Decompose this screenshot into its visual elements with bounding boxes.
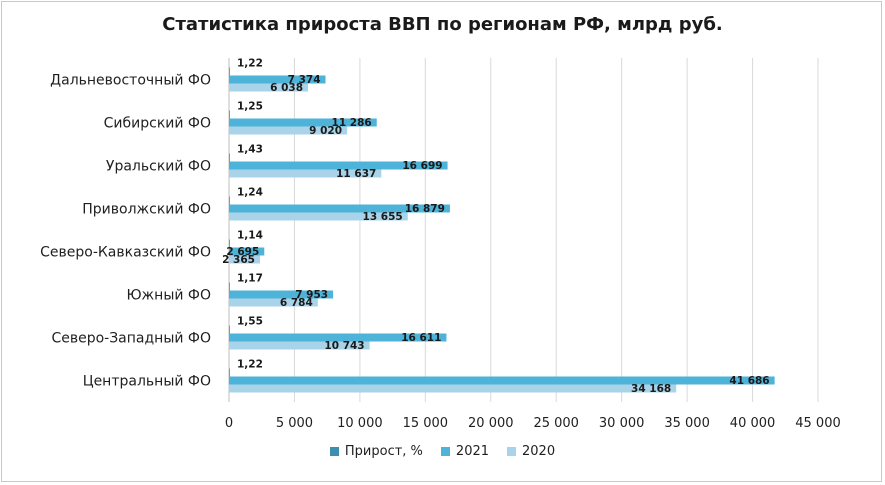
bar xyxy=(229,384,677,393)
data-label: 9 020 xyxy=(309,125,342,137)
x-tick-label: 45 000 xyxy=(795,416,841,431)
data-label: 7 374 xyxy=(288,74,321,86)
bar xyxy=(229,212,408,221)
x-tick-label: 10 000 xyxy=(337,416,383,431)
data-label: 11 637 xyxy=(336,168,376,180)
legend-item: Прирост, % xyxy=(329,444,423,459)
bar xyxy=(229,118,377,127)
bar xyxy=(229,368,230,377)
bar xyxy=(229,67,230,76)
bar xyxy=(229,325,230,334)
category-label: Приволжский ФО xyxy=(82,202,211,218)
data-label: 16 699 xyxy=(402,160,442,172)
data-label: 6 038 xyxy=(270,82,303,94)
data-label: 2 365 xyxy=(222,254,255,266)
bar xyxy=(229,75,326,84)
bar-chart: Дальневосточный ФО Сибирский ФО Уральский … xyxy=(40,58,841,432)
bar xyxy=(229,110,230,119)
bar xyxy=(229,239,230,248)
x-tick-label: 40 000 xyxy=(730,416,776,431)
legend: Прирост, % 2021 2020 xyxy=(0,444,885,459)
category-label: Северо-Кавказский ФО xyxy=(40,245,211,261)
category-label: Уральский ФО xyxy=(106,159,211,175)
legend-label: 2021 xyxy=(455,444,490,459)
legend-label: 2020 xyxy=(522,444,556,459)
bars xyxy=(229,67,775,393)
x-tick-label: 35 000 xyxy=(664,416,710,431)
x-tick-label: 20 000 xyxy=(468,416,514,431)
data-label: 16 611 xyxy=(401,332,441,344)
legend-swatch xyxy=(440,447,450,456)
legend-swatch xyxy=(329,447,339,456)
data-label: 7 953 xyxy=(295,289,328,301)
category-label: Северо-Западный ФО xyxy=(51,331,211,347)
data-label: 1,22 xyxy=(237,359,263,371)
x-tick-label: 25 000 xyxy=(533,416,579,431)
x-tick-label: 15 000 xyxy=(403,416,449,431)
category-label: Дальневосточный ФО xyxy=(50,73,211,89)
bar xyxy=(229,153,230,162)
legend-label: Прирост, % xyxy=(344,444,423,459)
legend-item: 2021 xyxy=(440,444,490,459)
category-label: Сибирский ФО xyxy=(104,116,211,132)
data-label: 1,22 xyxy=(237,58,263,70)
data-label: 1,43 xyxy=(237,144,263,156)
data-label: 34 168 xyxy=(631,383,671,395)
data-label: 1,25 xyxy=(237,101,263,113)
x-tick-label: 0 xyxy=(225,416,233,431)
bar xyxy=(229,83,309,92)
category-label: Южный ФО xyxy=(126,288,211,304)
bar xyxy=(229,255,260,264)
bar xyxy=(229,169,382,178)
category-labels: Дальневосточный ФО Сибирский ФО Уральский … xyxy=(40,73,211,390)
data-label: 11 286 xyxy=(332,117,372,129)
data-label: 1,55 xyxy=(237,316,263,328)
legend-swatch xyxy=(507,447,517,456)
bar xyxy=(229,196,230,205)
bar xyxy=(229,282,230,291)
data-label: 1,14 xyxy=(237,230,263,242)
data-label: 2 695 xyxy=(226,246,259,258)
data-label: 1,24 xyxy=(237,187,263,199)
bar xyxy=(229,376,775,385)
bar xyxy=(229,247,265,256)
category-label: Центральный ФО xyxy=(83,374,211,390)
data-label: 10 743 xyxy=(324,340,364,352)
data-label: 1,17 xyxy=(237,273,263,285)
x-axis-ticks: 0 5 000 10 000 15 000 20 000 25 000 30 000 35 0… xyxy=(225,416,841,431)
legend-item: 2020 xyxy=(507,444,555,459)
bar xyxy=(229,204,450,213)
data-label: 6 784 xyxy=(280,297,313,309)
bar xyxy=(229,333,447,342)
data-label: 13 655 xyxy=(363,211,403,223)
bar xyxy=(229,161,448,170)
bar xyxy=(229,298,318,307)
grid-lines xyxy=(228,58,819,402)
bar xyxy=(229,341,370,350)
bar xyxy=(229,290,334,299)
bar xyxy=(229,126,348,135)
x-tick-label: 30 000 xyxy=(599,416,645,431)
x-tick-label: 5 000 xyxy=(276,416,313,431)
chart-title: Статистика прироста ВВП по регионам РФ, … xyxy=(162,14,723,35)
data-label: 16 879 xyxy=(405,203,445,215)
data-label: 41 686 xyxy=(729,375,769,387)
